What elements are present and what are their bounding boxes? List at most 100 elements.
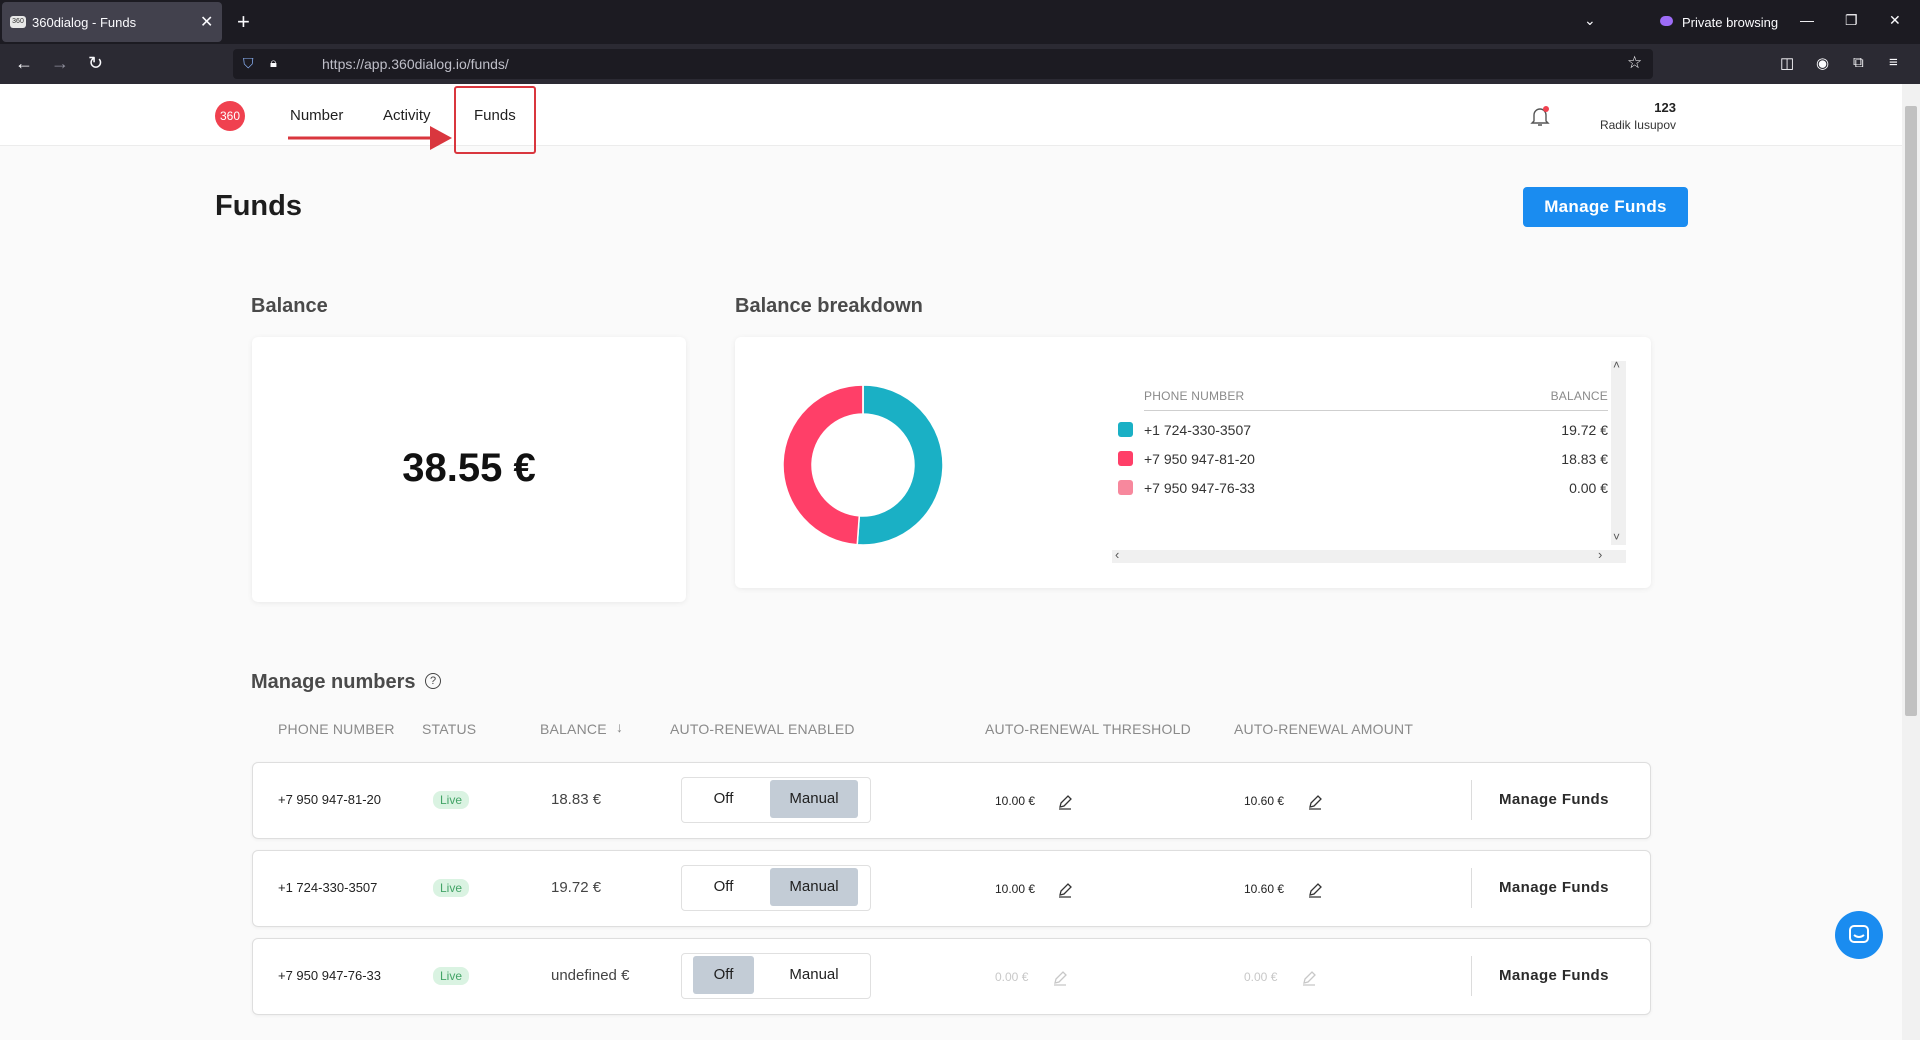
row-divider [1471,868,1472,908]
row-manage-funds[interactable]: Manage Funds [1499,879,1609,896]
nav-funds[interactable]: Funds [474,107,516,124]
threshold: 10.00 € [995,882,1036,896]
logo[interactable]: 360 [215,101,245,131]
legend-header-phone: PHONE NUMBER [1144,389,1245,403]
row-phone: +1 724-330-3507 [278,880,378,895]
pencil [1054,971,1067,986]
edit-icon[interactable] [1307,882,1323,898]
tab-title: 360dialog - Funds [32,15,137,30]
restore[interactable]: ❐ [1845,12,1858,28]
legend-swatch [1118,422,1133,437]
balance-amount: 38.55 € [402,446,536,490]
column-header: AUTO-RENEWAL AMOUNT [1234,721,1414,737]
scroll-left[interactable]: ‹ [1115,547,1120,562]
account[interactable]: ◉ [1816,55,1830,72]
forward[interactable]: → [51,53,69,73]
row-manage-funds[interactable]: Manage Funds [1499,791,1609,808]
status-badge: Live [433,791,470,809]
amount: 10.60 € [1244,882,1285,896]
row-phone: +7 950 947-81-20 [278,792,382,807]
legend-vscroll[interactable] [1611,361,1626,545]
new-tab[interactable]: + [237,9,250,34]
column-header: BALANCE [540,721,607,737]
nav-number[interactable]: Number [290,107,344,124]
page-title: Funds [215,190,302,222]
threshold: 10.00 € [995,794,1036,808]
edit-icon[interactable] [1307,794,1323,810]
nav-activity[interactable]: Activity [383,107,431,124]
scroll-down[interactable]: ˅ [1613,530,1621,544]
row-manage-funds[interactable]: Manage Funds [1499,967,1609,984]
number-row [252,850,1651,927]
threshold: 0.00 € [995,970,1029,984]
donut-chart [782,384,944,546]
back[interactable]: ← [15,53,33,73]
column-header: AUTO-RENEWAL ENABLED [670,721,855,737]
pencil [1309,795,1322,810]
legend-divider [1144,410,1608,411]
row-divider [1471,780,1472,820]
chat-icon [1849,925,1869,943]
number-row [252,938,1651,1015]
edit-icon[interactable] [1057,794,1073,810]
renewal-option[interactable]: Off [713,878,734,895]
renewal-option[interactable]: Manual [789,966,839,983]
legend-swatch [1118,480,1133,495]
row-balance: undefined € [551,967,630,984]
extensions[interactable]: ⧉ [1853,54,1864,71]
row-balance: 19.72 € [551,879,602,896]
pocket[interactable]: ◫ [1780,55,1795,72]
legend-hscroll[interactable] [1112,550,1626,563]
renewal-option[interactable]: Off [693,956,754,994]
legend-phone: +7 950 947-81-20 [1144,451,1255,467]
minimize[interactable]: — [1800,12,1814,28]
amount: 10.60 € [1244,794,1285,808]
scroll-right[interactable]: › [1598,547,1603,562]
bookmark-star[interactable]: ☆ [1627,53,1643,72]
shield-icon: ⛉ [243,55,254,71]
edit-icon[interactable] [1057,882,1073,898]
notification-bell[interactable] [1528,104,1552,128]
edit-icon[interactable] [1301,970,1317,986]
legend-phone: +7 950 947-76-33 [1144,480,1255,496]
pencil [1309,883,1322,898]
user-name[interactable]: Radik Iusupov [1599,118,1676,132]
manage-funds-button[interactable]: Manage Funds [1523,187,1688,227]
app-nav [0,84,1902,146]
tab-list[interactable]: ⌄ [1584,12,1596,28]
tab-favicon: 360 [10,16,26,28]
pencil [1059,795,1072,810]
amount: 0.00 € [1244,970,1278,984]
legend-balance: 19.72 € [1561,422,1608,438]
edit-icon[interactable] [1052,970,1068,986]
close-window[interactable]: ✕ [1889,12,1901,28]
chat-button[interactable] [1835,911,1883,959]
browser-tab[interactable] [2,2,222,42]
numbers-title: Manage numbers [251,671,416,693]
pencil [1059,883,1072,898]
renewal-option[interactable]: Manual [770,868,858,906]
tab-close[interactable]: ✕ [200,14,214,31]
help-icon[interactable]: ? [425,673,441,689]
scroll-up[interactable]: ˄ [1613,358,1621,372]
number-row [252,762,1651,839]
url-field[interactable] [233,49,1653,79]
status-badge: Live [433,967,470,985]
renewal-option[interactable]: Manual [770,780,858,818]
sort-arrow[interactable]: ↓ [616,719,623,735]
legend-balance: 0.00 € [1569,480,1608,496]
page-scroll-thumb[interactable] [1905,106,1917,716]
annotation-arrow [288,126,452,150]
reload[interactable]: ↻ [88,53,104,73]
menu[interactable]: ≡ [1889,54,1898,71]
balance-card [252,337,686,602]
breakdown-card [735,337,1651,588]
column-header: STATUS [422,721,477,737]
column-header: PHONE NUMBER [278,721,395,737]
legend-swatch [1118,451,1133,466]
row-phone: +7 950 947-76-33 [278,968,382,983]
highlight-box [454,86,536,154]
renewal-option[interactable]: Off [713,790,734,807]
column-header: AUTO-RENEWAL THRESHOLD [985,721,1191,737]
